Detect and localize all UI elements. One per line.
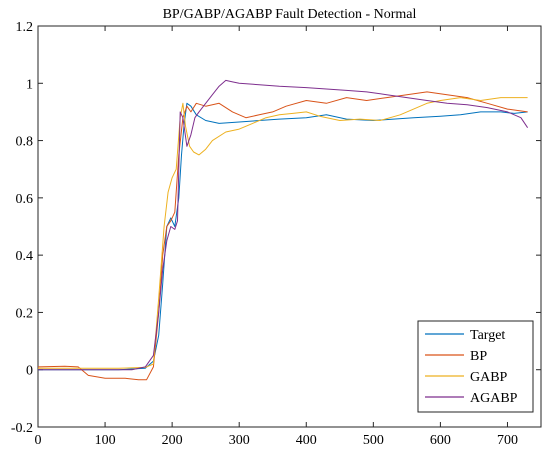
x-tick-label: 500: [363, 433, 384, 448]
y-tick-label: 0.4: [16, 249, 34, 264]
x-tick-label: 0: [35, 433, 42, 448]
series-line-bp: [37, 91, 528, 381]
x-tick-label: 700: [497, 433, 518, 448]
legend: Target BP GABP AGABP: [417, 320, 534, 413]
y-tick-label: 1: [26, 77, 33, 92]
x-tick-label: 600: [430, 433, 451, 448]
y-tick-label: 0.8: [16, 135, 34, 150]
y-tick-label: 0.2: [16, 306, 34, 321]
y-tick-label: 1.2: [16, 20, 34, 35]
x-tick-label: 300: [229, 433, 250, 448]
legend-label: GABP: [470, 370, 508, 385]
x-tick-label: 200: [162, 433, 183, 448]
plot-area: [37, 25, 542, 428]
axes: 0 100 200 300 400 500 600 700-0.200.20.40.60.81…: [11, 20, 541, 448]
series-line-target: [38, 102, 528, 371]
x-tick-label: 400: [296, 433, 317, 448]
chart-title: BP/GABP/AGABP Fault Detection - Normal: [163, 7, 417, 22]
series-line-agabp: [38, 79, 529, 371]
legend-label: AGABP: [470, 391, 518, 406]
series-line-gabp: [38, 97, 528, 369]
series-layer: [37, 79, 529, 381]
legend-label: BP: [470, 349, 487, 364]
y-tick-label: 0.6: [16, 192, 34, 207]
x-tick-label: 100: [95, 433, 116, 448]
legend-label: Target: [470, 328, 505, 343]
y-tick-label: 0: [26, 364, 33, 379]
y-tick-label: -0.2: [11, 421, 33, 436]
